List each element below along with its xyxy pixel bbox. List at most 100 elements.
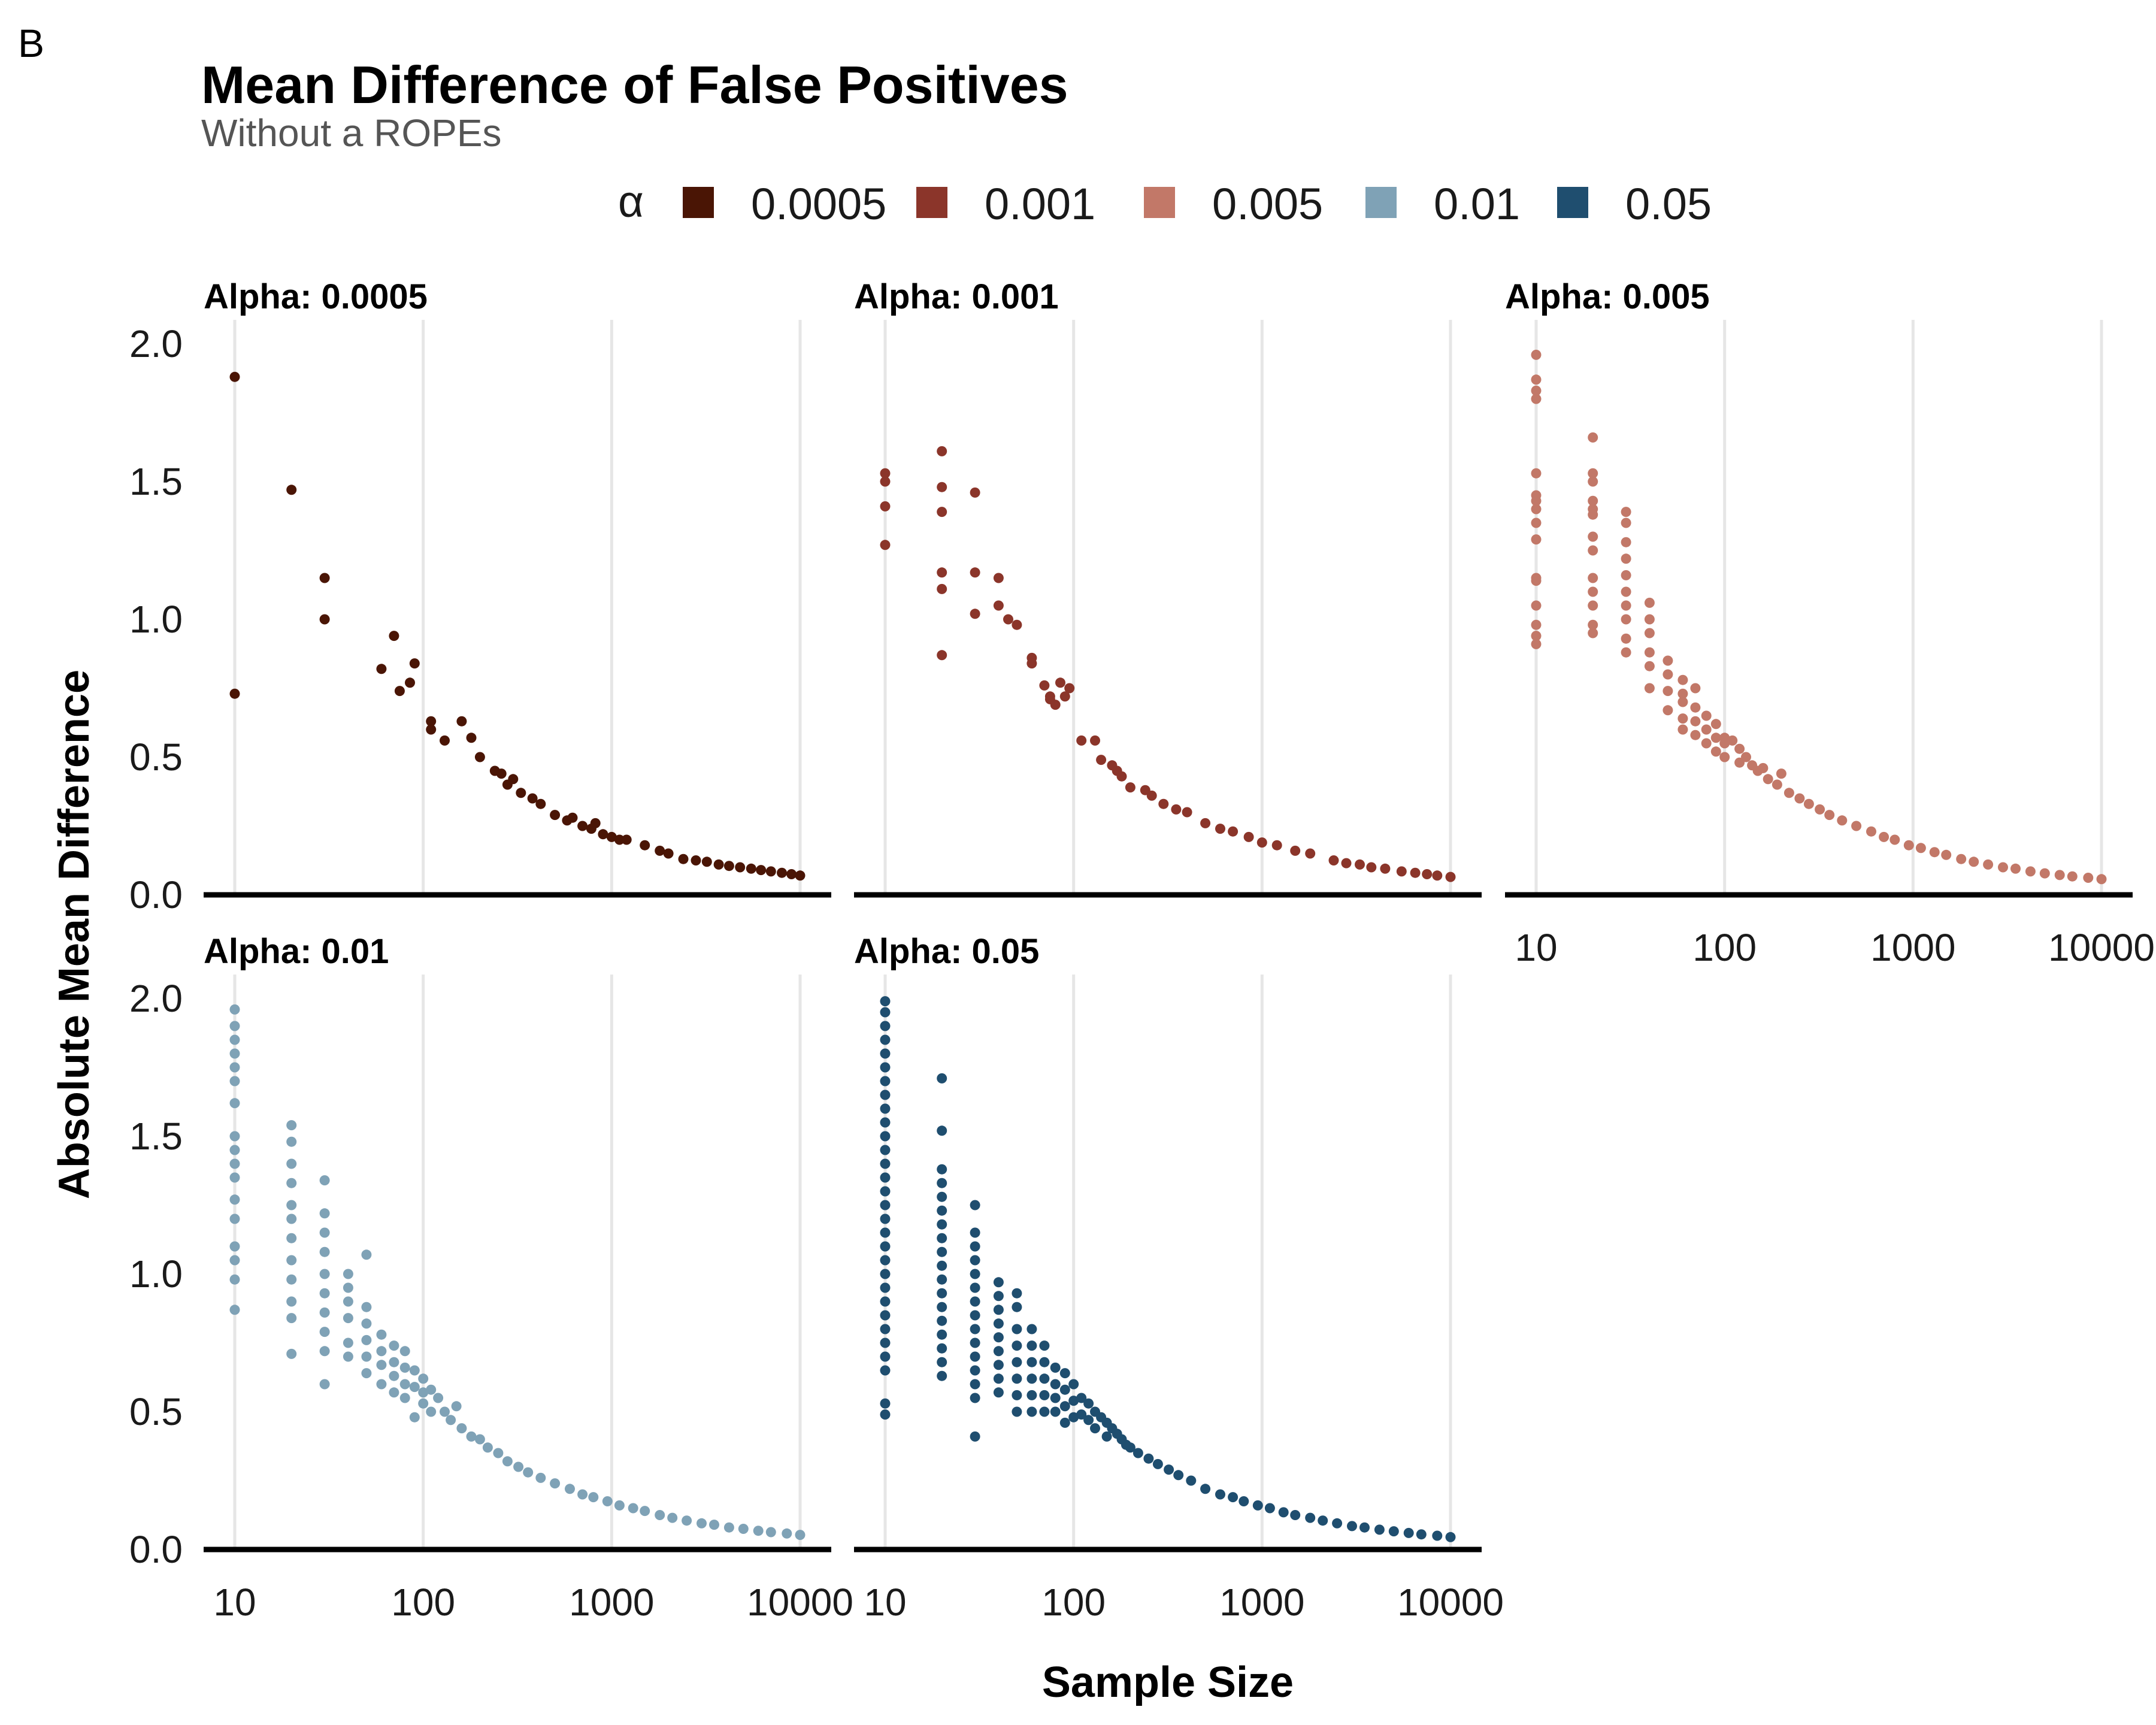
point-3-2: [229, 1034, 240, 1045]
point-3-99: [753, 1526, 764, 1536]
point-4-14: [880, 1186, 891, 1197]
point-2-6: [1531, 495, 1542, 506]
point-3-59: [399, 1346, 410, 1357]
point-2-21: [1588, 509, 1598, 520]
point-4-74: [1012, 1324, 1022, 1334]
point-3-69: [426, 1384, 437, 1395]
point-3-66: [418, 1373, 429, 1384]
point-4-100: [1068, 1396, 1079, 1406]
point-4-77: [1012, 1373, 1022, 1384]
point-4-140: [1445, 1532, 1456, 1542]
point-4-80: [1026, 1324, 1037, 1334]
point-4-12: [880, 1158, 891, 1169]
point-0-22: [535, 798, 546, 809]
point-0-21: [527, 793, 538, 804]
point-0-26: [577, 821, 588, 831]
point-4-118: [1152, 1458, 1163, 1469]
point-3-13: [229, 1241, 240, 1252]
facet-panel-1: Alpha: 0.001: [854, 277, 1482, 898]
point-0-36: [678, 854, 689, 864]
point-1-22: [1050, 700, 1061, 710]
point-4-135: [1374, 1524, 1385, 1535]
point-4-126: [1252, 1500, 1263, 1511]
point-4-99: [1068, 1379, 1079, 1390]
point-2-41: [1644, 628, 1655, 638]
point-3-28: [286, 1348, 297, 1359]
point-3-11: [229, 1194, 240, 1205]
facet-strip-label: Alpha: 0.005: [1505, 277, 1710, 316]
point-0-7: [394, 686, 405, 697]
point-4-124: [1228, 1492, 1239, 1503]
point-2-75: [1772, 779, 1782, 790]
point-4-4: [880, 1048, 891, 1059]
point-3-65: [409, 1412, 420, 1423]
point-2-50: [1677, 688, 1688, 699]
point-4-138: [1416, 1529, 1427, 1540]
point-4-6: [880, 1076, 891, 1087]
point-4-95: [1059, 1368, 1070, 1379]
point-3-53: [376, 1360, 387, 1370]
point-2-56: [1690, 716, 1701, 727]
point-3-21: [286, 1200, 297, 1210]
point-4-73: [1012, 1302, 1022, 1312]
point-4-30: [937, 1073, 947, 1084]
point-4-52: [970, 1269, 980, 1279]
x-tick-label: 10000: [747, 1581, 853, 1624]
point-2-77: [1783, 788, 1794, 798]
point-4-57: [970, 1337, 980, 1348]
point-2-101: [2096, 874, 2107, 885]
x-tick-label: 10000: [1397, 1581, 1504, 1624]
point-3-72: [440, 1406, 450, 1417]
point-3-37: [319, 1346, 330, 1357]
point-4-137: [1403, 1527, 1414, 1538]
point-4-79: [1012, 1406, 1022, 1417]
point-4-131: [1318, 1515, 1328, 1526]
point-1-19: [1039, 680, 1050, 691]
point-4-122: [1200, 1484, 1211, 1494]
point-1-43: [1271, 840, 1282, 851]
point-4-63: [993, 1277, 1004, 1288]
point-2-3: [1531, 394, 1542, 404]
point-3-40: [343, 1282, 353, 1293]
point-1-9: [937, 650, 947, 661]
point-2-2: [1531, 385, 1542, 396]
y-tick-label: 0.0: [129, 1528, 183, 1571]
point-2-89: [1929, 847, 1940, 858]
point-3-88: [602, 1496, 613, 1506]
point-2-17: [1588, 468, 1598, 479]
point-4-64: [993, 1291, 1004, 1302]
point-4-101: [1068, 1412, 1079, 1423]
point-2-4: [1531, 468, 1542, 479]
point-3-60: [399, 1362, 410, 1373]
point-4-107: [1090, 1423, 1100, 1434]
legend-key-2: [1144, 187, 1175, 218]
point-3-47: [361, 1318, 372, 1329]
point-2-92: [1969, 857, 1979, 867]
point-1-37: [1182, 807, 1192, 818]
point-4-18: [880, 1241, 891, 1252]
point-3-42: [343, 1313, 353, 1324]
point-4-29: [880, 1409, 891, 1420]
point-1-35: [1158, 798, 1169, 809]
point-3-30: [319, 1208, 330, 1219]
legend-label-0: 0.0005: [751, 179, 886, 229]
point-3-18: [286, 1136, 297, 1147]
point-3-56: [389, 1357, 399, 1367]
point-0-44: [765, 866, 776, 877]
point-4-134: [1359, 1522, 1370, 1533]
x-tick-label: 1000: [1219, 1581, 1304, 1624]
point-4-116: [1132, 1448, 1143, 1458]
point-3-63: [409, 1365, 420, 1376]
point-3-20: [286, 1178, 297, 1188]
point-4-54: [970, 1296, 980, 1307]
point-3-5: [229, 1076, 240, 1087]
point-0-34: [655, 845, 665, 856]
point-4-55: [970, 1310, 980, 1321]
point-3-70: [426, 1406, 437, 1417]
point-4-17: [880, 1227, 891, 1238]
point-4-83: [1026, 1373, 1037, 1384]
legend-label-1: 0.001: [985, 179, 1095, 229]
point-1-46: [1328, 855, 1339, 865]
point-0-29: [598, 829, 608, 840]
point-0-13: [456, 716, 467, 727]
